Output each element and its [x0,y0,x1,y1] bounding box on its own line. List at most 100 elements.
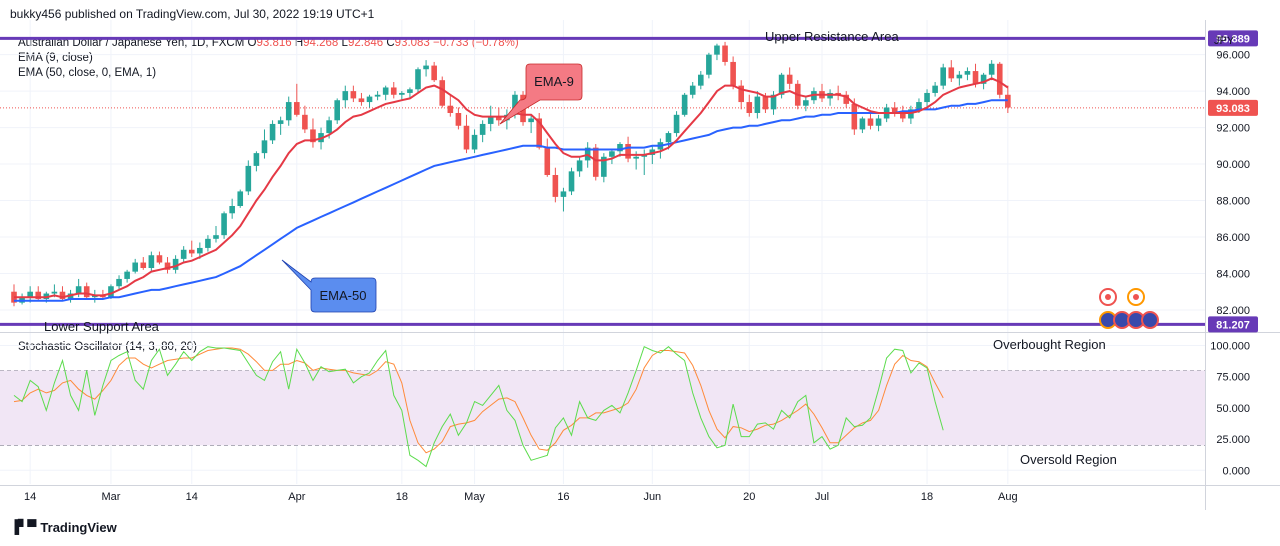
candle-body [334,100,340,121]
candle-body [148,255,155,268]
candle-body [326,120,332,134]
candle-body [964,71,971,75]
event-icons[interactable] [1099,288,1159,329]
candle-body [956,74,963,79]
candle-body [374,94,381,97]
candle-body [277,120,284,124]
ema9-callout-label: EMA-9 [534,74,574,89]
candle-body [996,63,1003,95]
ohlc-close-label: C [386,37,395,49]
candle-body [980,74,987,84]
candle-body [900,113,906,119]
candle-body [633,156,639,159]
candle-body [706,54,712,75]
candle-body [576,160,583,172]
candle-body [229,206,235,214]
x-tick-label: 18 [921,491,933,503]
candle-body [59,291,66,299]
x-tick-label: 18 [396,491,408,503]
levels: 96.889 81.207 93.083 [0,30,1258,333]
ohlc-change: −0.733 (−0.78%) [433,37,519,49]
price-tick-label: 90.000 [1216,159,1250,171]
oversold-label: Oversold Region [1020,452,1117,467]
x-tick-label: 14 [186,491,198,503]
candle-body [770,94,777,110]
price-tick-label: 96.000 [1216,50,1250,62]
candle-body [496,116,502,121]
price-tick-label: 88.000 [1216,196,1250,208]
candle-body [972,71,979,84]
axes: 14 Mar 14 Apr 18 May 16 Jun 20 Jul 18 Aug 82.000 84.0… [24,35,1250,503]
candle-body [803,100,809,106]
candle-body [948,67,955,79]
candle-body [762,96,769,110]
candle-body [1005,94,1011,108]
candle-body [471,134,478,150]
candle-body [552,175,559,197]
candle-body [399,92,405,95]
candle-body [851,103,858,130]
stoch-tick-label: 100.000 [1210,340,1250,352]
currency-label: JPY [1214,35,1235,47]
candle-body [415,69,421,90]
price-tick-label: 84.000 [1216,268,1250,280]
brand-name: TradingView [40,519,117,535]
x-tick-label: 14 [24,491,36,503]
candle-body [407,89,413,93]
candle-body [447,105,454,113]
symbol-name: Australian Dollar / Japanese Yen, 1D, FX… [18,37,245,49]
candle-body [916,102,922,110]
candle-body [544,147,551,175]
candle-body [439,80,446,106]
resistance-price-tag [1208,30,1258,47]
candle-body [722,45,728,62]
stochastic-legend: Stochastic Oscillator (14, 3, 80, 20) [18,341,197,353]
candle-body [625,144,631,159]
candle-body [237,191,244,206]
candle-body [568,171,575,192]
candle-body [738,85,744,103]
x-tick-label: 16 [557,491,569,503]
candle-body [269,123,276,141]
publisher-header: bukky456 published on TradingView.com, J… [10,7,375,21]
candle-body [786,74,793,84]
candle-body [358,98,365,103]
candle-body [390,87,397,95]
candle-body [75,286,82,294]
candle-body [51,291,58,294]
event-red-icon-dot [1105,294,1111,300]
candle-body [205,238,211,248]
x-tick-label: Mar [101,491,120,503]
ema50-callout-label: EMA-50 [320,288,367,303]
x-tick-label: Apr [288,491,305,503]
candle-body [342,91,349,101]
last-price-label: 93.083 [1216,103,1250,115]
candle-body [35,291,42,299]
candle-body [875,118,882,126]
candle-body [487,116,494,124]
candle-body [285,102,292,121]
candle-body [601,156,607,177]
candle-body [673,114,680,134]
stochastic-lines [13,346,944,468]
x-tick-label: May [464,491,485,503]
candle-body [592,147,599,177]
ema50-line [14,99,1008,302]
stochastic-band [0,370,1205,446]
ohlc-high-label: H [294,37,304,49]
candle-body [754,96,761,113]
annotations: Upper Resistance Area Lower Support Area… [44,29,1117,467]
candle-body [188,249,195,254]
candle-body [463,125,470,150]
candle-body [366,96,373,103]
candle-body [261,140,268,154]
price-tick-label: 94.000 [1216,86,1250,98]
candle-body [859,118,866,130]
candle-body [350,91,357,99]
candle-body [617,144,623,152]
ohlc-low: 92.846 [347,37,384,49]
candle-body [609,151,615,157]
overbought-label: Overbought Region [993,337,1106,352]
candle-body [156,255,163,263]
